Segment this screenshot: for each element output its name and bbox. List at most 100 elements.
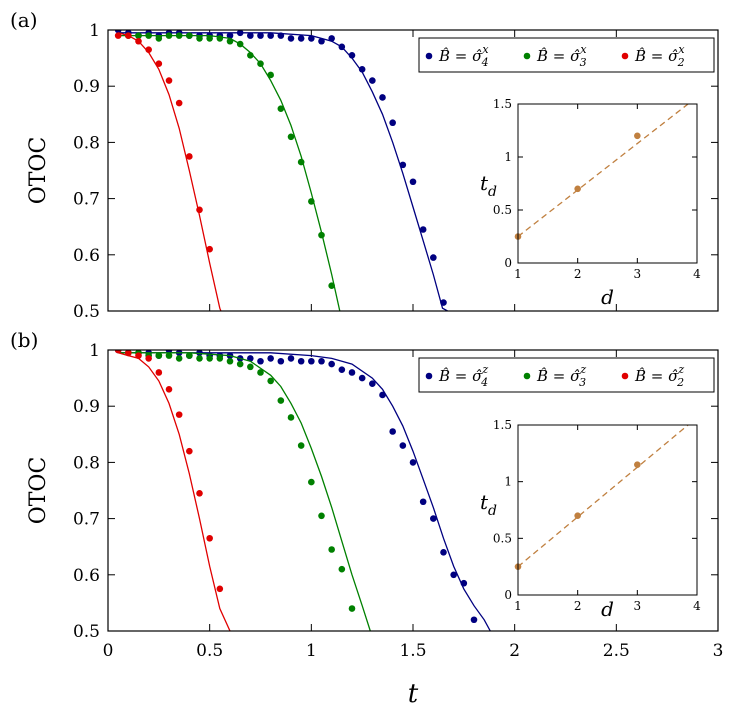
data-point-sigma3 [328,546,335,553]
data-point-sigma2 [175,411,183,418]
series-sigma4 [114,350,491,631]
legend-label-sup: x [678,43,685,56]
inset-y-label-base: t [480,171,489,195]
data-point-sigma3 [226,37,234,45]
data-point-sigma3 [226,357,234,365]
y-tick-label: 0.6 [73,566,100,586]
data-point-sigma3 [267,71,274,79]
data-point-sigma3 [196,35,203,42]
inset-y-tick-label: 1 [504,150,512,164]
data-point-sigma3 [155,352,163,359]
y-tick-label: 0.8 [73,453,100,473]
data-point-sigma4 [440,299,447,306]
inset-y-tick-label: 0.5 [493,531,512,545]
y-tick-label: 0.6 [73,246,100,266]
data-point-sigma2 [165,386,173,393]
legend-marker-sigma3 [523,52,531,60]
data-point-sigma4 [440,549,447,556]
data-point-sigma2 [186,153,193,160]
inset-y-tick-label: 0 [504,588,512,602]
inset-y-tick-label: 1 [504,475,512,489]
data-point-sigma3 [216,35,224,42]
inset-frame [517,103,698,264]
legend-marker-sigma4 [425,372,433,380]
data-point-sigma3 [186,352,193,359]
data-point-sigma4 [297,357,305,365]
data-point-sigma4 [287,35,295,42]
y-tick-label: 1 [89,341,100,361]
legend-label-sub: 3 [579,376,586,389]
data-point-sigma4 [419,498,427,506]
fit-curve-sigma4 [118,32,448,311]
data-point-sigma4 [226,32,234,39]
data-point-sigma2 [175,99,183,107]
legend-label-sub: 4 [481,56,489,69]
legend: B̂ = σ̂z 4 B̂ = σ̂z 3 B̂ = σ̂z 2 [418,357,715,393]
data-point-sigma2 [135,37,142,45]
data-point-sigma2 [125,350,132,357]
inset-y-label: td [480,171,497,200]
data-point-sigma3 [277,397,285,404]
legend-box [418,357,715,393]
data-point-sigma4 [297,35,305,42]
data-point-sigma3 [216,355,224,362]
data-point-sigma4 [277,357,285,365]
y-tick-label: 0.8 [73,133,100,153]
data-point-sigma4 [318,37,325,45]
data-point-sigma3 [277,105,285,112]
data-point-sigma3 [257,369,264,376]
legend-entry: B̂ = σ̂z 2 [634,363,684,389]
data-point-sigma4 [348,369,356,376]
inset-x-tick-label: 1 [514,599,522,613]
legend-label-sup: z [481,363,488,376]
legend-label-base: B̂ = σ̂ [438,367,483,385]
inset-x-tick-label: 4 [693,599,701,613]
plot-area [114,30,448,311]
data-point-sigma4 [430,515,437,522]
legend-label-sub: 3 [580,56,587,69]
inset-x-tick-label: 3 [634,267,642,281]
inset-y-label-base: t [480,490,489,514]
plot-area [114,350,491,631]
legend-entry: B̂ = σ̂x 4 [438,43,489,69]
y-tick-label: 0.7 [73,510,100,530]
data-point-sigma4 [369,77,376,84]
series-sigma3 [118,350,371,631]
data-point-sigma4 [460,579,468,587]
data-point-sigma4 [267,32,274,39]
data-point-sigma2 [196,490,203,497]
inset-y-tick-label: 1.5 [493,97,512,111]
x-tick-label: 1 [306,641,317,661]
inset-frame [517,424,698,596]
legend-label-sub: 2 [677,56,685,69]
inset-x-label: d [601,597,614,621]
data-point-sigma3 [206,355,213,362]
data-point-sigma4 [328,360,335,368]
inset-fit-line [517,424,689,568]
data-point-sigma4 [267,355,274,362]
data-point-sigma3 [287,133,295,141]
x-tick-label: 3 [713,641,724,661]
series-sigma2 [114,32,222,311]
data-point-sigma4 [430,254,437,261]
data-point-sigma3 [308,478,315,486]
data-point-sigma3 [165,32,173,39]
inset-data-point [574,185,581,193]
data-point-sigma4 [236,30,244,37]
data-point-sigma4 [379,94,386,101]
inset-y-label: td [480,490,497,519]
x-tick-label: 0 [103,641,114,661]
y-axis-label: OTOC [26,137,51,205]
data-point-sigma2 [114,350,122,354]
inset-y-tick-label: 1.5 [493,418,512,432]
legend-label-sup: z [677,363,684,376]
data-point-sigma2 [155,369,163,376]
data-point-sigma3 [175,32,183,39]
legend-label-base: B̂ = σ̂ [536,47,581,65]
data-point-sigma3 [247,363,254,371]
legend-label-sup: x [580,43,587,56]
legend-label-sub: 2 [676,376,684,389]
fit-curve-sigma2 [118,352,231,631]
inset-background [518,425,697,595]
